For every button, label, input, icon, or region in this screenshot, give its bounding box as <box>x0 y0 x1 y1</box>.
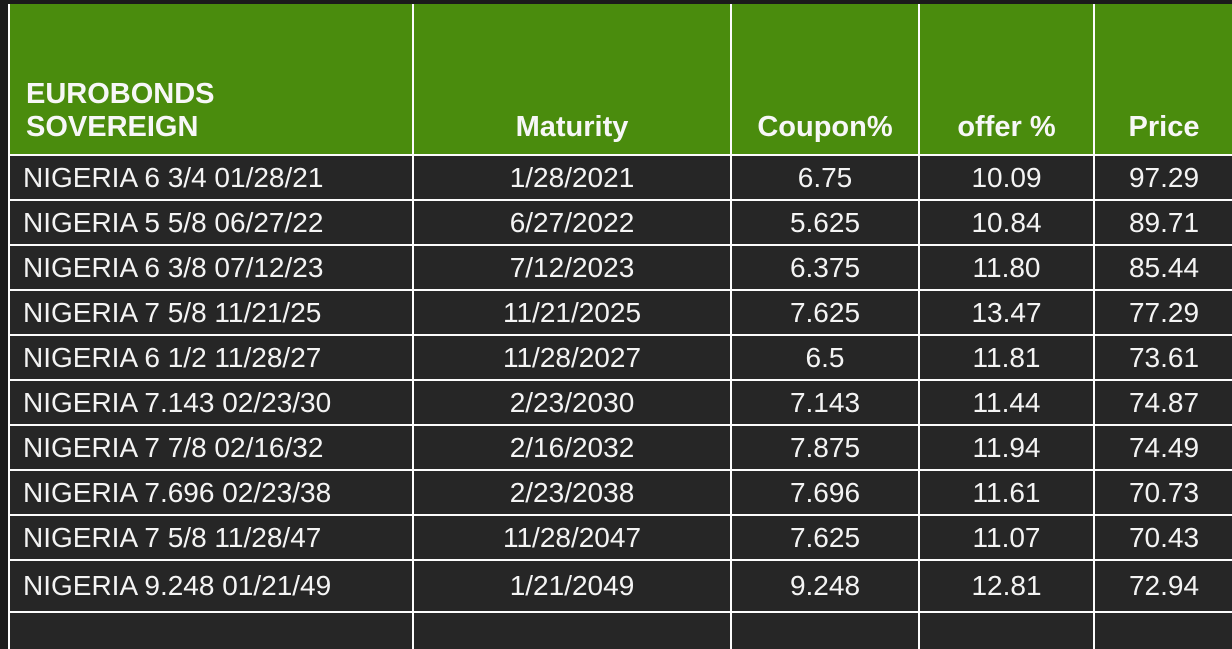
price-cell: 74.49 <box>1093 424 1232 471</box>
price-cell: 97.29 <box>1093 154 1232 201</box>
sovereign-eurobonds-table: EUROBONDS SOVEREIGN Maturity Coupon% off… <box>8 4 1232 649</box>
price-cell: 70.43 <box>1093 514 1232 561</box>
maturity-cell: 2/16/2032 <box>412 424 732 471</box>
coupon-cell: 7.625 <box>730 289 920 336</box>
header-row: EUROBONDS SOVEREIGN Maturity Coupon% off… <box>8 4 1232 156</box>
offer-cell: 13.47 <box>918 289 1095 336</box>
offer-cell: 11.44 <box>918 379 1095 426</box>
offer-cell: 10.84 <box>918 199 1095 246</box>
empty-cell <box>412 611 732 649</box>
empty-cell <box>1093 611 1232 649</box>
price-cell: 77.29 <box>1093 289 1232 336</box>
maturity-cell: 2/23/2030 <box>412 379 732 426</box>
offer-cell: 11.07 <box>918 514 1095 561</box>
table-row: NIGERIA 6 3/4 01/28/21 1/28/2021 6.75 10… <box>8 154 1232 201</box>
price-cell: 85.44 <box>1093 244 1232 291</box>
offer-cell: 10.09 <box>918 154 1095 201</box>
bond-name-cell: NIGERIA 7 7/8 02/16/32 <box>8 424 414 471</box>
maturity-cell: 11/28/2027 <box>412 334 732 381</box>
column-header-offer: offer % <box>918 4 1095 156</box>
maturity-cell: 6/27/2022 <box>412 199 732 246</box>
price-cell: 74.87 <box>1093 379 1232 426</box>
bond-name-cell: NIGERIA 7 5/8 11/21/25 <box>8 289 414 336</box>
coupon-cell: 6.375 <box>730 244 920 291</box>
maturity-cell: 7/12/2023 <box>412 244 732 291</box>
empty-cell <box>918 611 1095 649</box>
table-row: NIGERIA 7 7/8 02/16/32 2/16/2032 7.875 1… <box>8 424 1232 471</box>
bond-name-cell: NIGERIA 6 3/4 01/28/21 <box>8 154 414 201</box>
empty-cell <box>730 611 920 649</box>
price-cell: 70.73 <box>1093 469 1232 516</box>
table-row: NIGERIA 6 3/8 07/12/23 7/12/2023 6.375 1… <box>8 244 1232 291</box>
empty-cell <box>8 611 414 649</box>
coupon-cell: 7.696 <box>730 469 920 516</box>
offer-cell: 11.81 <box>918 334 1095 381</box>
column-header-price: Price <box>1093 4 1232 156</box>
bond-name-cell: NIGERIA 7.143 02/23/30 <box>8 379 414 426</box>
empty-table-row <box>8 611 1232 649</box>
bond-name-cell: NIGERIA 6 1/2 11/28/27 <box>8 334 414 381</box>
offer-cell: 11.94 <box>918 424 1095 471</box>
table-body: NIGERIA 6 3/4 01/28/21 1/28/2021 6.75 10… <box>8 154 1232 649</box>
coupon-cell: 7.625 <box>730 514 920 561</box>
column-header-maturity: Maturity <box>412 4 732 156</box>
bond-name-cell: NIGERIA 7 5/8 11/28/47 <box>8 514 414 561</box>
coupon-cell: 6.5 <box>730 334 920 381</box>
price-cell: 89.71 <box>1093 199 1232 246</box>
coupon-cell: 6.75 <box>730 154 920 201</box>
bond-name-cell: NIGERIA 6 3/8 07/12/23 <box>8 244 414 291</box>
table-row: NIGERIA 7 5/8 11/28/47 11/28/2047 7.625 … <box>8 514 1232 561</box>
table-row: NIGERIA 6 1/2 11/28/27 11/28/2027 6.5 11… <box>8 334 1232 381</box>
table-row: NIGERIA 9.248 01/21/49 1/21/2049 9.248 1… <box>8 559 1232 613</box>
price-cell: 73.61 <box>1093 334 1232 381</box>
offer-cell: 12.81 <box>918 559 1095 613</box>
column-header-coupon: Coupon% <box>730 4 920 156</box>
offer-cell: 11.61 <box>918 469 1095 516</box>
coupon-cell: 5.625 <box>730 199 920 246</box>
table-row: NIGERIA 7.696 02/23/38 2/23/2038 7.696 1… <box>8 469 1232 516</box>
maturity-cell: 1/21/2049 <box>412 559 732 613</box>
maturity-cell: 1/28/2021 <box>412 154 732 201</box>
price-cell: 72.94 <box>1093 559 1232 613</box>
table-row: NIGERIA 5 5/8 06/27/22 6/27/2022 5.625 1… <box>8 199 1232 246</box>
table-title: EUROBONDS <box>26 78 215 110</box>
bond-name-cell: NIGERIA 5 5/8 06/27/22 <box>8 199 414 246</box>
header-cell-sovereign: EUROBONDS SOVEREIGN <box>8 4 414 156</box>
maturity-cell: 11/28/2047 <box>412 514 732 561</box>
bond-name-cell: NIGERIA 9.248 01/21/49 <box>8 559 414 613</box>
coupon-cell: 9.248 <box>730 559 920 613</box>
table-header: EUROBONDS SOVEREIGN Maturity Coupon% off… <box>8 4 1232 156</box>
coupon-cell: 7.143 <box>730 379 920 426</box>
coupon-cell: 7.875 <box>730 424 920 471</box>
maturity-cell: 2/23/2038 <box>412 469 732 516</box>
column-header-sovereign: SOVEREIGN <box>26 111 199 143</box>
table-row: NIGERIA 7 5/8 11/21/25 11/21/2025 7.625 … <box>8 289 1232 336</box>
offer-cell: 11.80 <box>918 244 1095 291</box>
bond-name-cell: NIGERIA 7.696 02/23/38 <box>8 469 414 516</box>
maturity-cell: 11/21/2025 <box>412 289 732 336</box>
table-row: NIGERIA 7.143 02/23/30 2/23/2030 7.143 1… <box>8 379 1232 426</box>
